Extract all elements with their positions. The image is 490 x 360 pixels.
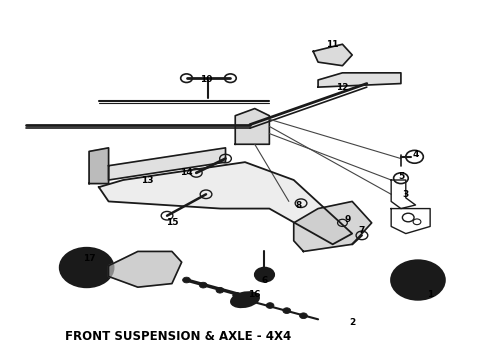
Circle shape: [79, 262, 94, 273]
Polygon shape: [313, 44, 352, 66]
Circle shape: [216, 287, 224, 293]
Polygon shape: [109, 148, 225, 180]
Circle shape: [401, 267, 435, 293]
Text: 17: 17: [83, 254, 96, 263]
Text: 7: 7: [359, 225, 365, 234]
Text: 15: 15: [166, 219, 178, 228]
Text: 3: 3: [403, 190, 409, 199]
Circle shape: [255, 267, 274, 282]
Text: 16: 16: [248, 290, 261, 299]
Text: 5: 5: [398, 172, 404, 181]
Circle shape: [70, 255, 104, 280]
Text: 13: 13: [141, 176, 154, 185]
Circle shape: [266, 303, 274, 309]
Polygon shape: [109, 251, 182, 287]
Circle shape: [299, 313, 307, 319]
Circle shape: [249, 298, 257, 303]
Text: 4: 4: [413, 150, 419, 159]
Text: 10: 10: [200, 76, 212, 85]
Circle shape: [60, 248, 114, 287]
Text: 11: 11: [326, 40, 339, 49]
Text: 9: 9: [344, 215, 350, 224]
Text: FRONT SUSPENSION & AXLE - 4X4: FRONT SUSPENSION & AXLE - 4X4: [65, 329, 291, 342]
Circle shape: [411, 275, 425, 285]
Text: 1: 1: [427, 290, 433, 299]
Circle shape: [183, 277, 191, 283]
Text: 2: 2: [349, 318, 355, 327]
Polygon shape: [99, 162, 352, 244]
Polygon shape: [235, 109, 270, 144]
Circle shape: [283, 308, 291, 314]
Text: 6: 6: [261, 275, 268, 284]
Circle shape: [199, 282, 207, 288]
Circle shape: [233, 292, 241, 298]
Circle shape: [391, 260, 445, 300]
Polygon shape: [89, 148, 109, 184]
Text: 14: 14: [180, 168, 193, 177]
Text: 8: 8: [295, 201, 302, 210]
Polygon shape: [294, 202, 372, 251]
Polygon shape: [318, 73, 401, 87]
Ellipse shape: [231, 292, 259, 307]
Text: 12: 12: [336, 83, 349, 92]
